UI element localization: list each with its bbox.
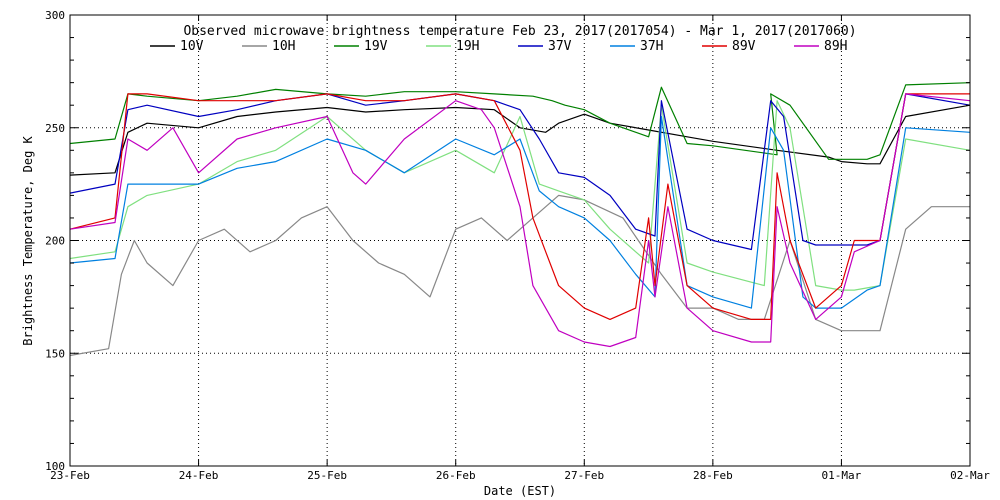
legend-label-37v: 37V: [548, 39, 572, 54]
series-line-89v: [69, 93, 970, 320]
x-tick-label: 25-Feb: [307, 469, 347, 482]
legend: 10V 10H 19V 19H 37V 37H 89V 89H: [150, 39, 847, 54]
y-tick-label: 150: [45, 347, 65, 360]
legend-label-89v: 89V: [732, 39, 756, 54]
y-tick-label: 300: [45, 9, 65, 22]
x-tick-label: 27-Feb: [564, 469, 604, 482]
x-tick-label: 23-Feb: [50, 469, 90, 482]
x-tick-label: 26-Feb: [436, 469, 476, 482]
legend-label-89h: 89H: [824, 39, 847, 54]
y-tick-label: 200: [45, 235, 65, 248]
x-tick-label: 02-Mar: [950, 469, 990, 482]
series-line-37h: [69, 115, 971, 309]
series-line-19h: [69, 100, 971, 291]
series-line-37v: [69, 93, 971, 251]
x-tick-label: 28-Feb: [693, 469, 733, 482]
series-lines: [69, 82, 971, 357]
series-line-10h: [69, 194, 970, 357]
series-line-89h: [69, 93, 971, 348]
chart-title: Observed microwave brightness temperatur…: [183, 24, 856, 39]
axis-ticks: 23-Feb 24-Feb 25-Feb 26-Feb 27-Feb 28-Feb 01-M…: [45, 9, 990, 482]
legend-label-19v: 19V: [364, 39, 388, 54]
x-axis-label: Date (EST): [484, 484, 556, 498]
series-line-19v: [69, 82, 971, 160]
x-tick-label: 24-Feb: [179, 469, 219, 482]
legend-label-10v: 10V: [180, 39, 204, 54]
legend-label-19h: 19H: [456, 39, 479, 54]
y-tick-label: 250: [45, 122, 65, 135]
legend-label-37h: 37H: [640, 39, 663, 54]
series-line-10v: [69, 104, 971, 176]
y-tick-label: 100: [45, 460, 65, 473]
legend-label-10h: 10H: [272, 39, 295, 54]
y-axis-label: Brightness Temperature, Deg K: [21, 135, 35, 345]
x-tick-label: 01-Mar: [822, 469, 862, 482]
